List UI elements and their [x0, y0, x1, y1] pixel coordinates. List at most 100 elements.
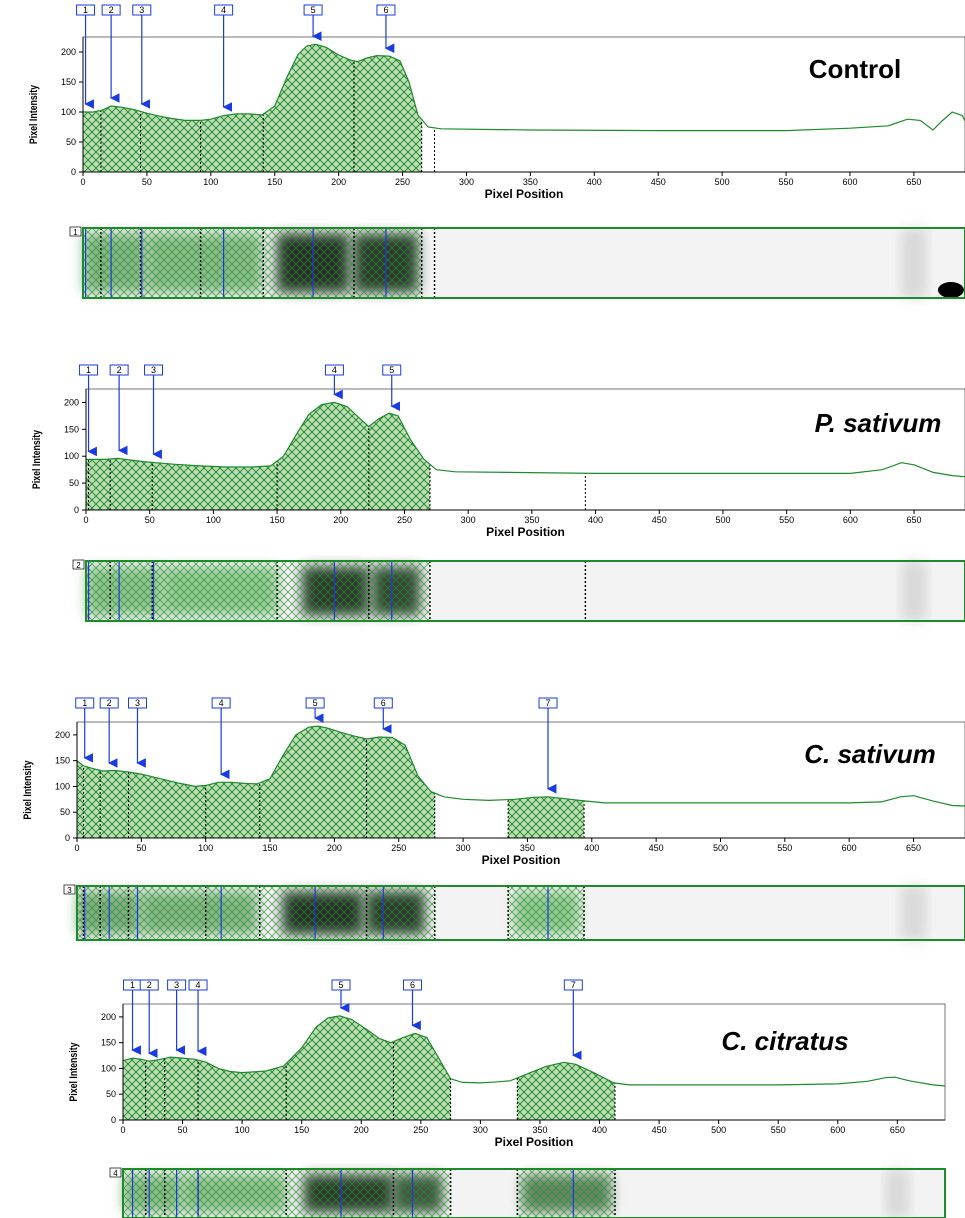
peak-number-label: 5 [339, 980, 344, 990]
y-tick-label: 200 [64, 397, 79, 407]
x-tick-label: 250 [391, 843, 406, 853]
y-axis-label: Pixel Intensity [31, 430, 43, 490]
x-tick-label: 250 [397, 515, 412, 525]
x-tick-label: 150 [267, 177, 282, 187]
chart-panel-control: 0 50 100 150 200 250 300 350 400 450 500 550 600 6500… [28, 4, 965, 299]
x-tick-label: 200 [333, 515, 348, 525]
x-tick-label: 300 [456, 843, 471, 853]
x-tick-label: 150 [263, 843, 278, 853]
x-tick-label: 400 [587, 177, 602, 187]
gel-faint-band [901, 561, 927, 621]
y-tick-label: 100 [61, 107, 76, 117]
gel-hatched-region [517, 1169, 616, 1218]
y-tick-label: 100 [55, 781, 70, 791]
x-tick-label: 0 [120, 1125, 125, 1135]
peak-number-label: 4 [221, 5, 226, 15]
peak-number-label: 2 [107, 698, 112, 708]
x-tick-label: 300 [461, 515, 476, 525]
gel-hatched-region [83, 228, 422, 298]
intensity-profile-line [122, 1015, 946, 1087]
x-tick-label: 350 [523, 177, 538, 187]
x-tick-label: 550 [779, 515, 794, 525]
x-tick-label: 0 [74, 843, 79, 853]
shaded-peak-area [508, 796, 585, 838]
peak-number-label: 3 [151, 365, 156, 375]
gel-lane-number-label: 2 [76, 561, 81, 570]
y-axis-label: Pixel Intensity [68, 1042, 80, 1102]
x-axis-label: Pixel Position [495, 1135, 574, 1149]
x-tick-label: 100 [203, 177, 218, 187]
x-axis-label: Pixel Position [485, 187, 564, 201]
y-tick-label: 200 [55, 730, 70, 740]
peak-number-label: 3 [135, 698, 140, 708]
gel-lane-number-label: 1 [73, 228, 78, 237]
x-tick-label: 150 [294, 1125, 309, 1135]
shaded-peak-area [77, 726, 435, 838]
x-tick-label: 100 [206, 515, 221, 525]
x-tick-label: 150 [270, 515, 285, 525]
gel-lane-number-box [72, 559, 85, 570]
y-tick-label: 150 [61, 77, 76, 87]
x-tick-label: 400 [592, 1125, 607, 1135]
gel-faint-band [885, 1169, 910, 1218]
x-tick-label: 100 [235, 1125, 250, 1135]
x-tick-label: 200 [331, 177, 346, 187]
x-tick-label: 50 [178, 1125, 188, 1135]
gel-lane-number-label: 3 [67, 886, 72, 895]
x-tick-label: 350 [532, 1125, 547, 1135]
shaded-peak-area [86, 402, 430, 510]
y-axis-label: Pixel Intensity [28, 85, 40, 145]
x-tick-label: 600 [842, 177, 857, 187]
peak-number-label: 2 [117, 365, 122, 375]
x-tick-label: 350 [524, 515, 539, 525]
peak-number-label: 4 [219, 698, 224, 708]
peak-number-label: 5 [313, 698, 318, 708]
chart-title: C. citratus [721, 1026, 848, 1056]
gel-lane-frame [85, 560, 965, 622]
x-tick-label: 0 [80, 177, 85, 187]
y-tick-label: 0 [65, 833, 70, 843]
y-tick-label: 50 [66, 137, 76, 147]
peak-number-label: 1 [83, 5, 88, 15]
shaded-peak-area [123, 1015, 451, 1120]
gel-lane-number-box [63, 884, 76, 895]
x-tick-label: 650 [906, 843, 921, 853]
gel-lane-number-box [109, 1167, 122, 1178]
peak-number-label: 1 [82, 698, 87, 708]
y-tick-label: 150 [101, 1038, 116, 1048]
x-tick-label: 300 [473, 1125, 488, 1135]
peak-number-label: 4 [196, 980, 201, 990]
y-axis-label: Pixel Intensity [22, 760, 34, 820]
gel-faint-band [901, 228, 927, 298]
x-tick-label: 550 [771, 1125, 786, 1135]
gel-dark-spot [937, 282, 964, 298]
x-tick-label: 200 [327, 843, 342, 853]
peak-number-label: 3 [139, 5, 144, 15]
peak-number-label: 2 [147, 980, 152, 990]
gel-lane-frame [76, 885, 965, 941]
gel-hatched-region [508, 886, 585, 940]
shaded-peak-area [83, 44, 422, 173]
intensity-profile-line [83, 43, 965, 132]
gel-lane-frame [82, 227, 965, 299]
x-tick-label: 650 [907, 515, 922, 525]
y-tick-label: 50 [60, 807, 70, 817]
x-axis-label: Pixel Position [482, 853, 561, 867]
y-tick-label: 50 [106, 1089, 116, 1099]
x-tick-label: 450 [649, 843, 664, 853]
x-tick-label: 600 [830, 1125, 845, 1135]
x-tick-label: 50 [136, 843, 146, 853]
x-tick-label: 550 [777, 843, 792, 853]
gel-lane-frame [122, 1168, 946, 1218]
y-tick-label: 100 [101, 1063, 116, 1073]
x-tick-label: 50 [142, 177, 152, 187]
peak-number-label: 1 [130, 980, 135, 990]
chart-title: P. sativum [815, 408, 942, 438]
y-tick-label: 150 [64, 424, 79, 434]
chart-panel-c-citratus: 0 50 100 150 200 250 300 350 400 450 500 550 600 6500… [68, 979, 946, 1218]
x-tick-label: 550 [779, 177, 794, 187]
shaded-peak-area [517, 1062, 616, 1120]
x-tick-label: 650 [890, 1125, 905, 1135]
x-tick-label: 450 [651, 177, 666, 187]
